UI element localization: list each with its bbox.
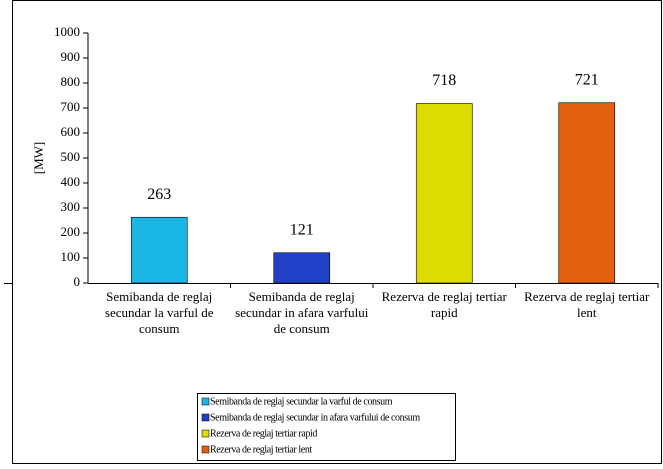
x-tick-label-box: Semibanda de reglaj secundar la varful d…	[104, 289, 214, 336]
x-tick-label: Rezerva de reglaj tertiar rapid	[381, 289, 507, 320]
y-tick-label: 600	[61, 124, 81, 139]
value-label: 263	[147, 186, 171, 203]
bar	[130, 216, 188, 284]
y-tick-label: 800	[61, 74, 81, 89]
y-axis-label: [MW]	[31, 142, 46, 175]
y-tick-label: 300	[61, 199, 81, 214]
legend-box	[197, 393, 456, 461]
value-label: 718	[432, 72, 456, 89]
y-tick-label: 500	[61, 149, 81, 164]
x-tick-label: Rezerva de reglaj tertiar lent	[524, 289, 650, 320]
value-label: 121	[290, 221, 314, 238]
legend-swatch	[201, 413, 210, 422]
x-tick-label: Semibanda de reglaj secundar la varful d…	[104, 289, 214, 336]
y-tick-label: 0	[74, 274, 81, 289]
y-tick-label: 700	[61, 99, 81, 114]
value-label: 721	[575, 71, 599, 88]
legend-label: Rezerva de reglaj tertiar lent	[210, 444, 312, 455]
x-tick-label-box: Rezerva de reglaj tertiar lent	[524, 289, 650, 320]
legend-swatch	[201, 397, 210, 406]
x-tick-label: Semibanda de reglaj secundar in afara va…	[235, 289, 369, 336]
y-tick-label: 400	[61, 174, 81, 189]
bar	[415, 103, 473, 284]
bar	[558, 102, 616, 284]
y-tick-label: 200	[61, 224, 81, 239]
y-tick-label: 1000	[54, 24, 80, 39]
x-tick-label-box: Rezerva de reglaj tertiar rapid	[381, 289, 507, 320]
legend-label: Rezerva de reglaj tertiar rapid	[210, 428, 317, 439]
legend-label: Semibanda de reglaj secundar in afara va…	[210, 412, 420, 423]
x-tick-label-box: Semibanda de reglaj secundar in afara va…	[235, 289, 369, 336]
y-tick-label: 100	[61, 249, 81, 264]
legend-swatch	[201, 445, 210, 454]
legend-swatch	[201, 429, 210, 438]
bar	[273, 252, 331, 284]
y-tick-label: 900	[61, 49, 81, 64]
legend-label: Semibanda de reglaj secundar la varful d…	[210, 396, 393, 407]
